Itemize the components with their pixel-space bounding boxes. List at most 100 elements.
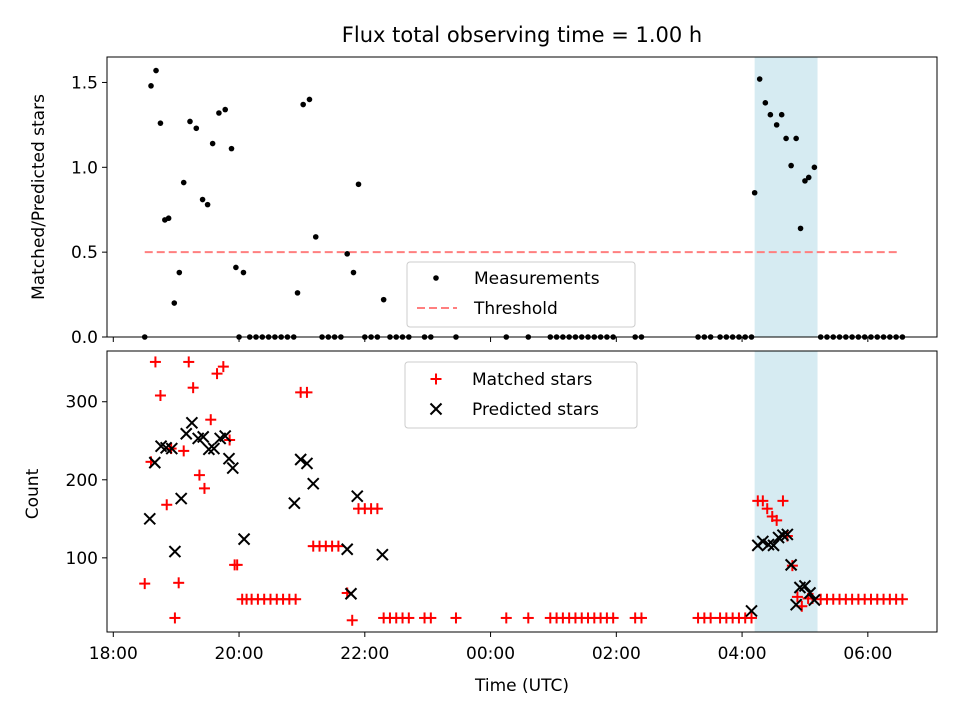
predicted-star-point-b <box>776 529 790 542</box>
bottom-panel: 100 200 300 18:00 20:00 22:00 00:00 02:00 04:00… <box>23 350 938 696</box>
predicted-star-point-b <box>344 587 358 600</box>
predicted-star-point <box>207 442 221 455</box>
predicted-star-point <box>300 457 314 470</box>
measurement-point <box>773 122 780 128</box>
measurement-point <box>294 290 301 296</box>
predicted-star-point-b <box>756 535 770 548</box>
measurement-point <box>788 162 794 169</box>
predicted-star-point <box>351 489 364 503</box>
matched-star-point <box>139 578 151 590</box>
bottom-y-ticks: 100 200 300 <box>66 393 107 569</box>
predicted-star-point <box>237 532 251 546</box>
predicted-stars-points <box>143 416 821 618</box>
legend-matched-marker <box>430 373 442 385</box>
measurement-point <box>312 234 319 240</box>
measurement-point <box>802 178 808 184</box>
measurement-point <box>148 83 154 89</box>
measurement-point <box>751 189 758 196</box>
top-x-ticks <box>112 337 869 342</box>
predicted-star-point-b <box>767 539 780 552</box>
legend-measurements-marker <box>433 275 439 281</box>
predicted-star-point <box>196 430 210 444</box>
matched-star-point <box>777 495 789 507</box>
matched-star-point <box>425 612 437 624</box>
predicted-star-point-b <box>808 593 821 607</box>
matched-star-point <box>403 612 415 624</box>
matched-star-point <box>198 482 210 494</box>
matched-star-point <box>169 612 181 624</box>
predicted-star-point-b <box>196 430 210 444</box>
top-y-ticks: 0.0 0.5 1.0 1.5 <box>71 73 107 348</box>
measurement-point <box>209 140 216 147</box>
top-legend-box <box>406 261 636 328</box>
predicted-star-point-b <box>376 548 389 561</box>
matched-star-point <box>757 495 769 507</box>
measurement-point <box>756 76 763 82</box>
measurement-point <box>811 164 818 171</box>
predicted-star-point-b <box>159 441 173 454</box>
measurement-point <box>204 201 211 208</box>
predicted-star-point-b <box>237 532 251 546</box>
measurement-point <box>778 111 785 118</box>
predicted-star-point <box>376 548 389 561</box>
predicted-star-point-b <box>803 586 817 600</box>
predicted-star-point <box>789 598 803 611</box>
predicted-star-point-b <box>745 604 758 618</box>
bottom-legend-box <box>404 361 638 429</box>
matched-star-point <box>187 382 199 394</box>
matched-star-point <box>522 612 534 624</box>
predicted-star-point-b <box>798 579 812 593</box>
matched-star-point <box>607 612 619 624</box>
matched-star-point <box>896 593 908 605</box>
predicted-star-point-b <box>143 512 156 526</box>
top-axes-frame <box>106 56 938 338</box>
predicted-star-point <box>185 416 199 430</box>
predicted-star-point <box>762 538 775 551</box>
bottom-xtick-label: 04:00 <box>718 644 767 664</box>
bottom-axes-frame <box>106 350 938 633</box>
measurement-point <box>187 118 193 125</box>
predicted-star-point <box>143 512 156 526</box>
matched-star-point <box>205 414 217 426</box>
matched-star-point <box>154 389 166 401</box>
measurement-point <box>228 145 235 152</box>
top-y-axis-label: Matched/Predicted stars <box>29 94 49 300</box>
bottom-ytick-label: 200 <box>66 471 98 491</box>
matched-star-point <box>211 368 223 380</box>
predicted-star-point-b <box>300 457 314 470</box>
measurement-point <box>233 264 239 271</box>
measurement-point <box>199 196 206 203</box>
bottom-x-ticks: 18:00 20:00 22:00 00:00 02:00 04:00 06:00 <box>89 632 892 664</box>
predicted-star-point <box>288 497 301 510</box>
bottom-ytick-label: 100 <box>66 549 98 569</box>
measurement-point <box>355 181 362 188</box>
predicted-star-point <box>803 586 817 600</box>
bottom-xtick-label: 02:00 <box>592 644 641 664</box>
matched-stars-points <box>139 356 908 626</box>
predicted-star-point-b <box>154 440 168 453</box>
predicted-star-point-b <box>165 442 178 455</box>
predicted-star-point <box>340 543 354 556</box>
legend-measurements-label: Measurements <box>474 269 600 289</box>
predicted-star-point-b <box>185 416 199 430</box>
matched-star-point <box>173 577 185 589</box>
matched-star-point <box>231 559 243 571</box>
matched-star-point <box>290 593 302 605</box>
top-highlight-span <box>754 57 818 337</box>
matched-star-point <box>371 503 383 515</box>
predicted-star-point <box>798 579 812 593</box>
x-axis-label: Time (UTC) <box>474 676 569 696</box>
legend-threshold-label: Threshold <box>473 299 558 319</box>
legend-matched-plus <box>430 373 442 385</box>
predicted-star-point-b <box>307 477 320 490</box>
predicted-star-point-b <box>219 429 232 443</box>
measurement-point <box>171 300 178 306</box>
top-ytick-label: 0.5 <box>71 243 98 263</box>
predicted-star-point <box>222 452 236 465</box>
measurement-point <box>306 96 313 103</box>
measurement-point <box>344 251 350 257</box>
measurement-point <box>180 179 187 186</box>
predicted-star-point <box>174 492 188 505</box>
measurement-point <box>380 296 387 303</box>
top-ytick-label: 0.0 <box>71 328 98 348</box>
